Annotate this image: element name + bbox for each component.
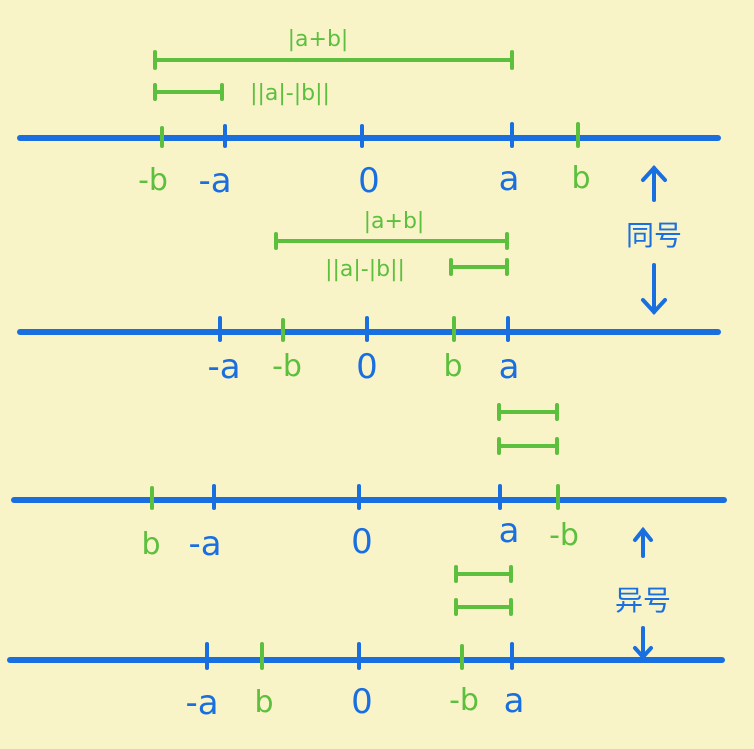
label-zero: 0 [351, 522, 373, 562]
number-line-3 [11, 484, 727, 510]
diff-sign-label: 异号 [615, 584, 671, 617]
bracket-diff-1 [153, 83, 224, 101]
label-neg-b: -b [449, 683, 479, 718]
label-diff-abs: ||a|-|b|| [250, 81, 330, 106]
label-a: a [504, 681, 525, 721]
label-sum-abs: |a+b| [364, 209, 425, 234]
label-neg-b: -b [138, 163, 168, 198]
label-b: b [254, 685, 273, 720]
bracket-sum-1 [153, 50, 514, 70]
label-diff-abs: ||a|-|b|| [325, 257, 405, 282]
label-neg-a: -a [198, 161, 231, 201]
label-b: b [571, 161, 590, 196]
label-zero: 0 [358, 161, 380, 201]
bracket-sum-3 [497, 403, 559, 421]
bracket-diff-3 [497, 437, 559, 455]
label-neg-b: -b [549, 518, 579, 553]
label-a: a [499, 159, 520, 199]
number-line-2 [17, 316, 721, 342]
label-sum-abs: |a+b| [288, 27, 349, 52]
label-zero: 0 [351, 682, 373, 722]
bracket-sum-2 [274, 232, 509, 250]
bracket-sum-4 [454, 565, 513, 583]
number-line-4 [7, 642, 725, 670]
bracket-diff-2 [449, 258, 509, 276]
bracket-diff-4 [454, 598, 513, 616]
label-neg-b: -b [272, 349, 302, 384]
label-b: b [443, 349, 462, 384]
same-sign-marker [641, 165, 667, 315]
label-neg-a: -a [185, 683, 218, 723]
label-a: a [499, 347, 520, 387]
label-b: b [141, 527, 160, 562]
label-neg-a: -a [188, 524, 221, 564]
label-neg-a: -a [207, 347, 240, 387]
same-sign-label: 同号 [626, 219, 682, 252]
number-line-1 [17, 122, 721, 148]
label-zero: 0 [356, 347, 378, 387]
label-a: a [499, 511, 520, 551]
